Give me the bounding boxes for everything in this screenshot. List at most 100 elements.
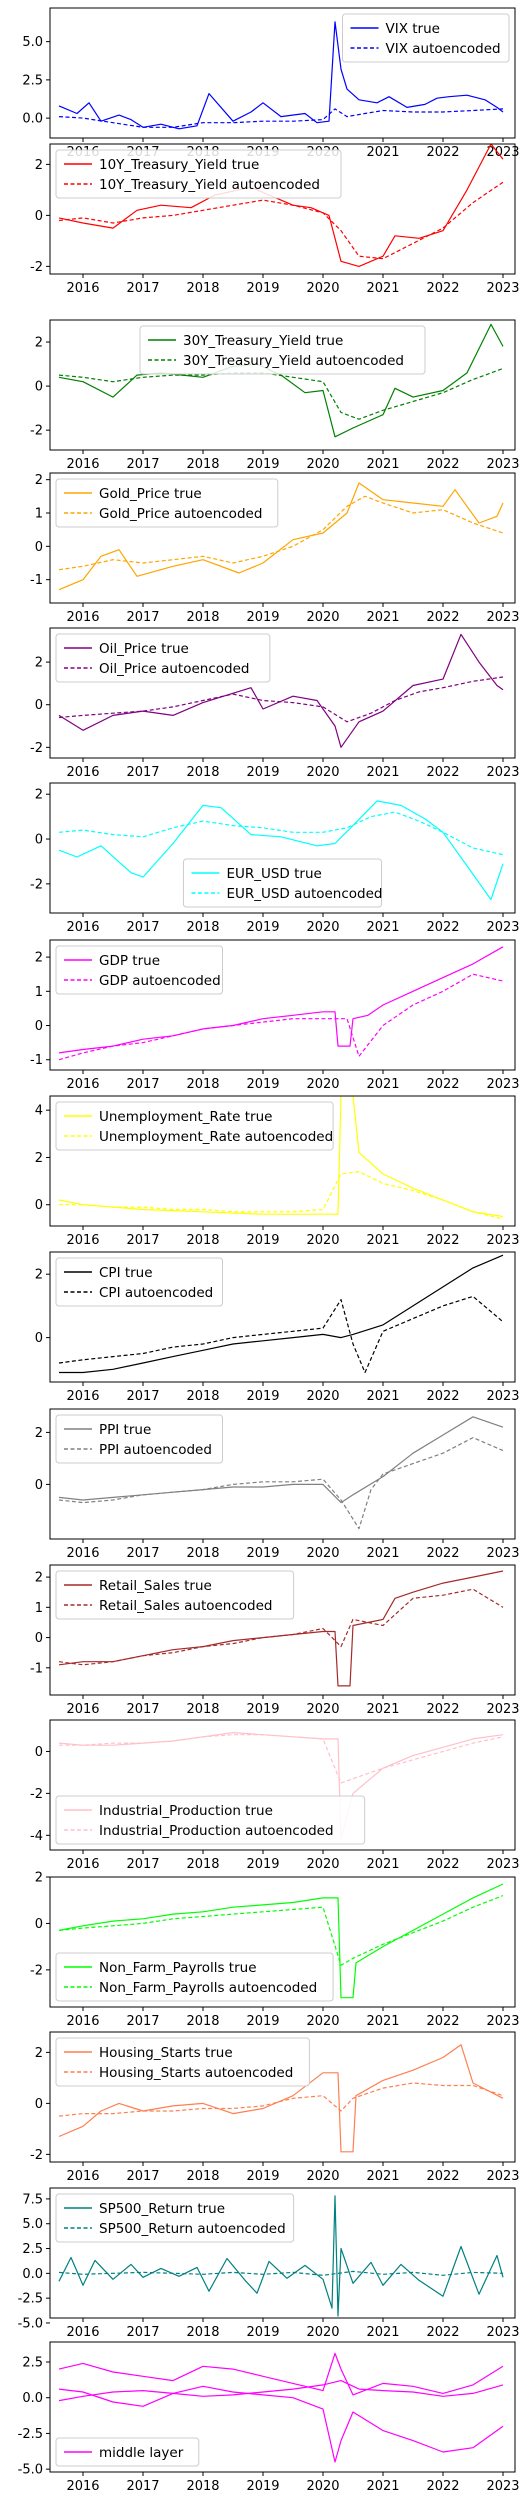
legend: 10Y_Treasury_Yield true 10Y_Treasury_Yiel…: [55, 149, 342, 199]
series-group: [58, 1883, 504, 1999]
x-tick-label: 2016: [66, 765, 99, 780]
chart-panel: 0 2 2016 2017 2018 2019 2020 2021 2022 2023 PPI tr…: [35, 1408, 520, 1561]
x-tick-label: 2017: [126, 1233, 159, 1248]
y-tick-label: 2: [35, 656, 43, 671]
axes-frame: [49, 1876, 516, 2008]
series-group: [58, 1254, 504, 1374]
x-tick-label: 2022: [426, 1546, 459, 1561]
legend-box: [55, 2437, 200, 2467]
y-tick-label: -5.0: [18, 2463, 43, 2478]
x-tick-label: 2020: [306, 2325, 339, 2340]
y-tick-label: 2: [35, 788, 43, 803]
x-tick-label: 2021: [366, 2169, 399, 2184]
x-tick-label: 2019: [246, 1702, 279, 1717]
legend: SP500_Return true SP500_Return autoencode…: [55, 2193, 295, 2243]
series-line-0: [58, 2352, 504, 2396]
x-tick-label: 2022: [426, 1233, 459, 1248]
x-tick-label: 2016: [66, 2479, 99, 2494]
series-group: [58, 144, 504, 267]
x-tick-label: 2021: [366, 1077, 399, 1092]
x-tick-label: 2017: [126, 765, 159, 780]
x-tick-label: 2022: [426, 2325, 459, 2340]
y-tick-label: 2: [35, 336, 43, 351]
legend: 30Y_Treasury_Yield true 30Y_Treasury_Yiel…: [139, 325, 426, 375]
legend: middle layer: [55, 2437, 200, 2467]
axes-frame: [49, 1095, 516, 1227]
y-tick-label: 2.5: [22, 73, 43, 88]
y-tick-label: 0: [35, 698, 43, 713]
y-tick-label: 5.0: [22, 2217, 43, 2232]
x-tick-label: 2021: [366, 920, 399, 935]
x-tick-label: 2016: [66, 1546, 99, 1561]
legend-label: 10Y_Treasury_Yield autoencoded: [99, 177, 320, 193]
x-tick-label: 2019: [246, 1233, 279, 1248]
chart-panel: -2 0 2 2016 2017 2018 2019 2020 2021 2022 2023 EUR_…: [30, 782, 520, 935]
series-line-1: [58, 811, 504, 856]
chart-panel: 0 2 2016 2017 2018 2019 2020 2021 2022 2023 CPI tr…: [35, 1251, 520, 1404]
y-tick-label: 2: [35, 1426, 43, 1441]
x-tick-label: 2018: [186, 1857, 219, 1872]
x-tick-label: 2020: [306, 1857, 339, 1872]
series-line-0: [58, 2044, 504, 2153]
y-tick-label: 0: [35, 1019, 43, 1034]
y-tick-label: 0: [35, 2097, 43, 2112]
legend-label: GDP true: [99, 953, 160, 969]
y-tick-label: 4: [35, 1104, 43, 1119]
legend-label: Housing_Starts autoencoded: [99, 2065, 293, 2081]
legend: Non_Farm_Payrolls true Non_Farm_Payrolls …: [55, 1952, 334, 2002]
series-group: [58, 1570, 504, 1687]
x-tick-label: 2023: [486, 765, 519, 780]
x-tick-label: 2020: [306, 765, 339, 780]
x-tick-label: 2020: [306, 2014, 339, 2029]
series-line-1: [58, 108, 504, 128]
legend-label: Gold_Price autoencoded: [99, 506, 262, 522]
x-tick-label: 2020: [306, 1077, 339, 1092]
legend-label: CPI autoencoded: [99, 1285, 213, 1301]
y-tick-label: 2: [35, 2046, 43, 2061]
x-tick-label: 2021: [366, 1546, 399, 1561]
x-tick-label: 2022: [426, 1389, 459, 1404]
series-line-1: [58, 973, 504, 1061]
x-tick-label: 2018: [186, 1702, 219, 1717]
x-tick-label: 2016: [66, 1233, 99, 1248]
legend-box: [55, 478, 279, 528]
legend: Retail_Sales true Retail_Sales autoencode…: [55, 1570, 295, 1620]
chart-panel: -2 0 2 2016 2017 2018 2019 2020 2021 2022 2023 10Y_…: [30, 143, 520, 296]
y-tick-label: 0: [35, 1331, 43, 1346]
legend-label: Industrial_Production true: [99, 1803, 273, 1819]
x-tick-label: 2016: [66, 2169, 99, 2184]
x-tick-label: 2016: [66, 457, 99, 472]
x-tick-label: 2019: [246, 2014, 279, 2029]
x-tick-label: 2019: [246, 920, 279, 935]
y-tick-label: 2: [35, 473, 43, 488]
x-tick-label: 2022: [426, 457, 459, 472]
axes-frame: [49, 627, 516, 759]
x-tick-label: 2020: [306, 281, 339, 296]
y-tick-label: 0.0: [22, 112, 43, 127]
x-tick-label: 2019: [246, 1389, 279, 1404]
y-tick-label: -2: [30, 1787, 43, 1802]
x-tick-label: 2022: [426, 1702, 459, 1717]
chart-panel: -2 0 2 2016 2017 2018 2019 2020 2021 2022 2023 Oil_…: [30, 627, 520, 780]
series-line-0: [58, 946, 504, 1054]
legend-label: GDP autoencoded: [99, 973, 221, 989]
x-tick-label: 2016: [66, 1702, 99, 1717]
y-tick-label: -2: [30, 1963, 43, 1978]
series-line-1: [58, 1895, 504, 1966]
x-tick-label: 2020: [306, 920, 339, 935]
legend: CPI true CPI autoencoded: [55, 1257, 223, 1307]
x-tick-label: 2019: [246, 457, 279, 472]
x-tick-label: 2022: [426, 2169, 459, 2184]
legend-label: Industrial_Production autoencoded: [99, 1823, 334, 1839]
legend: PPI true PPI autoencoded: [55, 1414, 223, 1464]
y-tick-label: 0.0: [22, 2267, 43, 2282]
x-tick-label: 2016: [66, 2014, 99, 2029]
y-tick-label: -2: [30, 2148, 43, 2163]
legend-label: middle layer: [99, 2445, 184, 2461]
x-tick-label: 2019: [246, 1546, 279, 1561]
legend-label: PPI autoencoded: [99, 1442, 212, 1458]
series-group: [58, 2044, 504, 2153]
series-group: [58, 1731, 504, 1841]
x-tick-label: 2018: [186, 2479, 219, 2494]
x-tick-label: 2018: [186, 610, 219, 625]
